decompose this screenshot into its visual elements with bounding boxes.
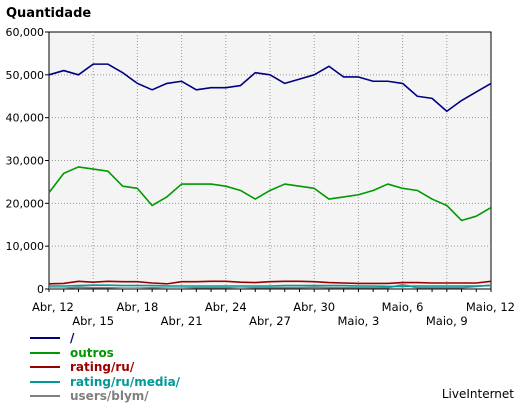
x-tick-label: Abr, 15: [72, 314, 114, 328]
y-tick-label: 10,000: [6, 240, 45, 253]
credit-text: LiveInternet: [441, 387, 514, 401]
legend-swatch: [30, 395, 60, 398]
series-line: [49, 283, 492, 289]
y-tick-label: 50,000: [6, 69, 45, 82]
legend-label: rating/ru/media/: [70, 374, 181, 389]
legend-swatch: [30, 337, 60, 340]
y-tick-label: 60,000: [6, 26, 45, 39]
y-tick-label: 30,000: [6, 155, 45, 168]
x-tick-label: Maio, 6: [382, 300, 424, 314]
series-line: [48, 280, 492, 285]
chart-title: Quantidade: [6, 6, 91, 21]
x-tick-label: Maio, 3: [337, 314, 379, 328]
series-line: [48, 63, 492, 113]
legend-label: outros: [70, 345, 114, 360]
y-tick-label: 20,000: [6, 197, 45, 210]
y-axis-ticks: 0 10,000 20,000 30,000 40,000 50,000 60,000: [6, 26, 49, 296]
legend-label: users/blym/: [70, 389, 149, 403]
x-tick-label: Abr, 18: [116, 300, 158, 314]
x-tick-label: Maio, 9: [426, 314, 468, 328]
legend-swatch: [30, 366, 60, 369]
x-tick-label: Abr, 12: [32, 300, 74, 314]
x-tick-label: Maio, 12: [466, 300, 515, 314]
series-line: [49, 284, 492, 288]
series-line: [48, 166, 492, 222]
x-tick-label: Abr, 21: [161, 314, 203, 328]
legend-item: /: [30, 331, 180, 346]
legend: / outros rating/ru/ rating/ru/media/ use…: [30, 331, 180, 404]
legend-swatch: [30, 380, 60, 383]
series-lines: [48, 63, 492, 289]
legend-item: outros: [30, 346, 180, 361]
y-tick-label: 0: [37, 283, 44, 296]
legend-swatch: [30, 351, 60, 354]
legend-label: rating/ru/: [70, 360, 135, 374]
x-tick-label: Abr, 30: [293, 300, 335, 314]
legend-item: rating/ru/media/: [30, 375, 180, 390]
y-tick-label: 40,000: [6, 112, 45, 125]
x-tick-label: Abr, 27: [249, 314, 291, 328]
legend-label: /: [70, 331, 75, 345]
x-tick-label: Abr, 24: [205, 300, 247, 314]
legend-item: rating/ru/: [30, 360, 180, 375]
legend-item: users/blym/: [30, 389, 180, 404]
